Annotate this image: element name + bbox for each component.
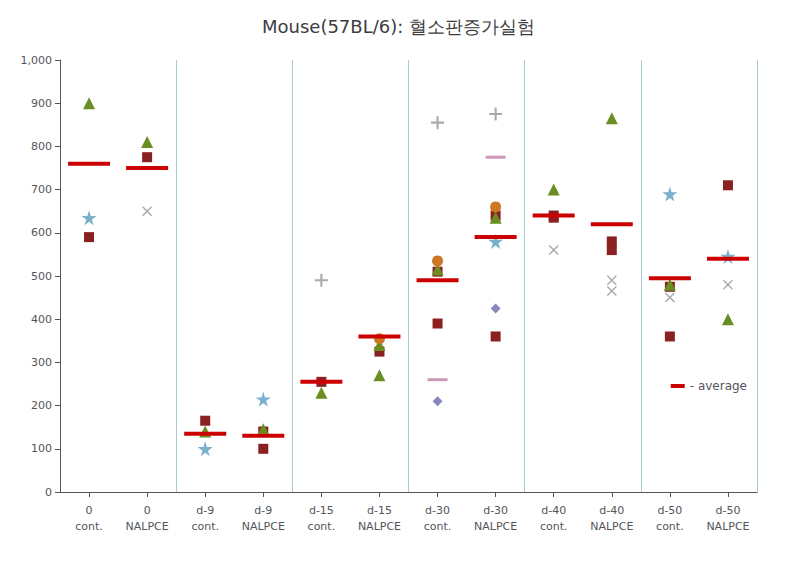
svg-text:NALPCE: NALPCE: [706, 520, 749, 533]
svg-text:d-40: d-40: [541, 504, 566, 517]
svg-text:- average: - average: [690, 379, 747, 393]
svg-text:d-40: d-40: [599, 504, 624, 517]
svg-text:900: 900: [31, 97, 52, 110]
svg-text:d-50: d-50: [657, 504, 682, 517]
svg-text:0: 0: [45, 486, 52, 499]
svg-text:cont.: cont.: [191, 520, 219, 533]
svg-text:cont.: cont.: [308, 520, 336, 533]
svg-text:cont.: cont.: [656, 520, 684, 533]
svg-text:d-15: d-15: [309, 504, 334, 517]
svg-text:NALPCE: NALPCE: [358, 520, 401, 533]
svg-text:d-9: d-9: [254, 504, 272, 517]
svg-text:800: 800: [31, 140, 52, 153]
svg-text:NALPCE: NALPCE: [126, 520, 169, 533]
svg-text:d-30: d-30: [483, 504, 508, 517]
svg-text:d-15: d-15: [367, 504, 392, 517]
svg-text:200: 200: [31, 399, 52, 412]
svg-text:100: 100: [31, 442, 52, 455]
svg-text:0: 0: [86, 504, 93, 517]
svg-text:NALPCE: NALPCE: [242, 520, 285, 533]
svg-text:600: 600: [31, 226, 52, 239]
svg-text:500: 500: [31, 270, 52, 283]
svg-text:cont.: cont.: [540, 520, 568, 533]
svg-text:NALPCE: NALPCE: [590, 520, 633, 533]
svg-text:400: 400: [31, 313, 52, 326]
svg-text:1,000: 1,000: [21, 54, 53, 67]
svg-text:Mouse(57BL/6): 혈소판증가실험: Mouse(57BL/6): 혈소판증가실험: [262, 16, 535, 37]
svg-text:700: 700: [31, 183, 52, 196]
svg-text:d-9: d-9: [196, 504, 214, 517]
svg-text:300: 300: [31, 356, 52, 369]
svg-text:0: 0: [144, 504, 151, 517]
svg-text:d-30: d-30: [425, 504, 450, 517]
svg-text:cont.: cont.: [75, 520, 103, 533]
svg-text:NALPCE: NALPCE: [474, 520, 517, 533]
svg-text:cont.: cont.: [424, 520, 452, 533]
svg-text:d-50: d-50: [715, 504, 740, 517]
